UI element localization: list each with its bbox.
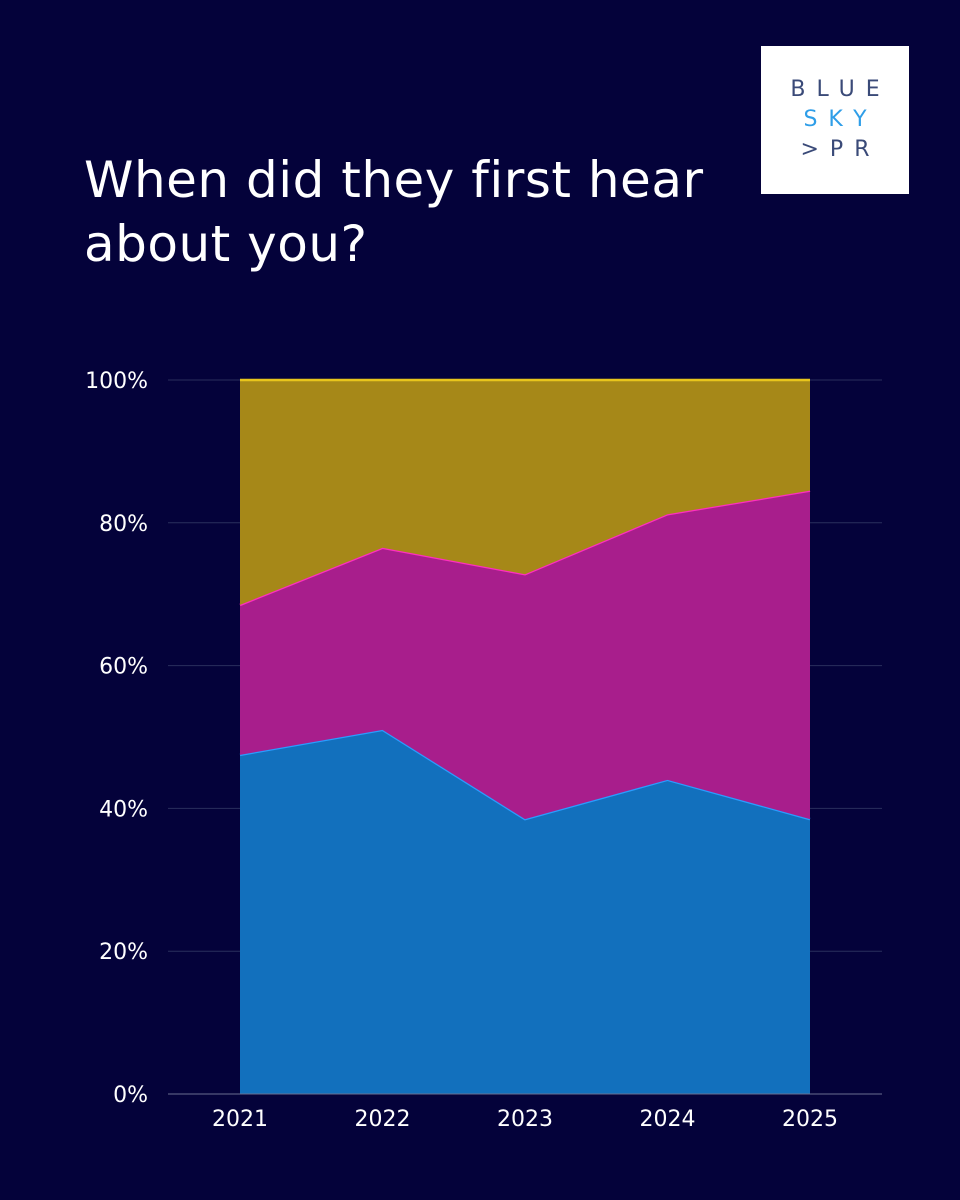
y-tick-label: 40% [99, 797, 148, 822]
y-tick-label: 0% [113, 1083, 148, 1108]
brand-logo: BLUE SKY >PR [761, 46, 909, 194]
page-title: When did they first hear about you? [84, 151, 704, 273]
x-tick-label: 2022 [355, 1107, 411, 1132]
logo-line-blue: BLUE [790, 77, 891, 102]
area-middle [240, 490, 810, 820]
y-tick-label: 60% [99, 655, 148, 680]
x-tick-label: 2021 [212, 1107, 268, 1132]
area-bottom [240, 729, 810, 1094]
y-tick-label: 80% [99, 512, 148, 537]
logo-line-pr: >PR [800, 137, 881, 162]
area-top [240, 380, 810, 605]
y-tick-label: 100% [85, 369, 148, 394]
x-tick-label: 2025 [782, 1107, 838, 1132]
logo-line-sky: SKY [803, 107, 878, 132]
x-tick-label: 2024 [640, 1107, 696, 1132]
x-tick-label: 2023 [497, 1107, 553, 1132]
y-tick-label: 20% [99, 940, 148, 965]
